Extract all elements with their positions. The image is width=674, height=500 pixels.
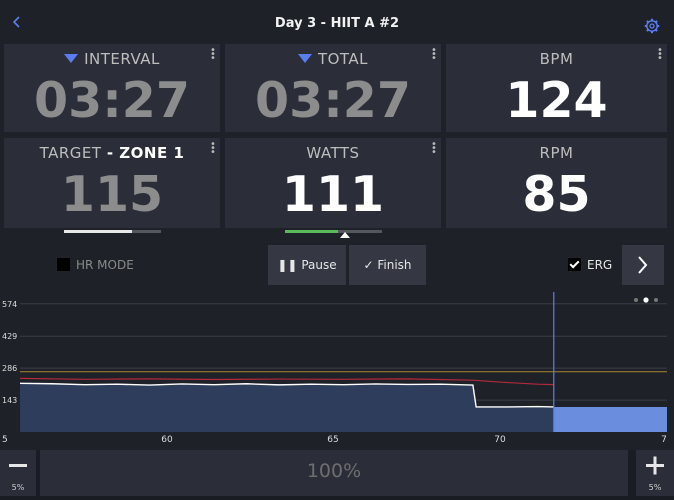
interval-value: 03:27 xyxy=(34,72,190,129)
watts-value: 111 xyxy=(281,166,385,223)
page-dot xyxy=(654,298,658,302)
upcoming-interval-block xyxy=(553,406,667,432)
target-value: 115 xyxy=(60,166,164,223)
x-tick-label: 5 xyxy=(2,435,8,445)
x-tick-label: 60 xyxy=(161,435,173,445)
intensity-value: 100% xyxy=(40,450,628,496)
finish-label: Finish xyxy=(377,258,412,272)
finish-button[interactable]: ✓ Finish xyxy=(349,245,426,285)
watts-label: WATTS xyxy=(306,144,360,162)
top-bar: Day 3 - HIIT A #2 xyxy=(0,0,674,44)
y-tick-label: 574 xyxy=(2,300,17,309)
tile-menu-icon[interactable]: • • • xyxy=(657,45,663,64)
plus-icon xyxy=(646,456,664,475)
collapse-triangle-icon xyxy=(297,54,312,63)
hr-mode-label: HR MODE xyxy=(76,258,134,272)
hr-mode-toggle[interactable]: HR MODE xyxy=(57,258,134,272)
increase-step-label: 5% xyxy=(648,483,662,492)
x-tick-label: 65 xyxy=(327,435,338,445)
minus-icon xyxy=(9,464,27,467)
page-title: Day 3 - HIIT A #2 xyxy=(274,16,400,31)
target-tile[interactable]: • • • TARGET - ZONE 1 115 xyxy=(4,138,220,228)
target-zone: - ZONE 1 xyxy=(106,144,185,162)
decrease-button[interactable]: 5% xyxy=(0,450,36,496)
interval-tile[interactable]: • • • INTERVAL 03:27 xyxy=(4,44,220,132)
rpm-tile[interactable]: RPM 85 xyxy=(446,138,667,228)
bottom-bar: 5% 100% 5% xyxy=(0,450,674,500)
bpm-label: BPM xyxy=(539,50,574,68)
y-tick-label: 429 xyxy=(2,332,17,341)
erg-label: ERG xyxy=(587,258,613,272)
collapse-triangle-icon xyxy=(64,54,79,63)
bpm-value: 124 xyxy=(505,72,608,129)
x-tick-label: 7 xyxy=(661,435,667,445)
total-label: TOTAL xyxy=(317,50,369,68)
page-dot-active xyxy=(643,297,649,303)
tile-menu-icon[interactable]: • • • xyxy=(431,139,437,158)
y-tick-label: 286 xyxy=(2,364,17,373)
power-area xyxy=(20,383,554,432)
pause-icon: ❚❚ xyxy=(277,258,302,272)
tile-menu-icon[interactable]: • • • xyxy=(431,45,437,64)
erg-checkbox[interactable] xyxy=(568,258,581,271)
power-line xyxy=(19,382,554,408)
tile-menu-icon[interactable]: • • • xyxy=(210,139,216,158)
total-value: 03:27 xyxy=(255,72,411,129)
watts-tile[interactable]: • • • WATTS 111 xyxy=(225,138,441,228)
chevron-right-icon xyxy=(638,256,648,274)
target-label: TARGET xyxy=(39,144,102,162)
rpm-label: RPM xyxy=(539,144,574,162)
interval-label: INTERVAL xyxy=(84,50,160,68)
tile-menu-icon[interactable]: • • • xyxy=(210,45,216,64)
gear-icon[interactable] xyxy=(644,18,660,34)
x-tick-label: 70 xyxy=(494,435,506,445)
check-icon: ✓ xyxy=(363,258,378,272)
back-chevron-icon[interactable] xyxy=(10,15,24,29)
heart-rate-line xyxy=(19,377,554,386)
pause-button[interactable]: ❚❚ Pause xyxy=(268,245,346,285)
erg-toggle[interactable]: ERG xyxy=(568,258,612,272)
bpm-tile[interactable]: • • • BPM 124 xyxy=(446,44,667,132)
target-progress-bar xyxy=(64,230,161,233)
watts-progress-fill xyxy=(285,230,339,233)
page-dot xyxy=(634,298,638,302)
y-tick-label: 143 xyxy=(2,396,17,405)
watts-progress-bar xyxy=(285,230,382,233)
expand-caret-icon[interactable] xyxy=(340,232,350,238)
increase-button[interactable]: 5% xyxy=(636,450,674,496)
decrease-step-label: 5% xyxy=(11,483,25,492)
pause-label: Pause xyxy=(301,258,337,272)
next-button[interactable] xyxy=(622,245,664,285)
rpm-value: 85 xyxy=(522,166,591,223)
workout-chart[interactable]: 574 429 286 143 5 60 65 70 7 xyxy=(0,290,674,445)
target-progress-fill xyxy=(64,230,132,233)
hr-mode-checkbox[interactable] xyxy=(57,258,70,271)
total-tile[interactable]: • • • TOTAL 03:27 xyxy=(225,44,441,132)
